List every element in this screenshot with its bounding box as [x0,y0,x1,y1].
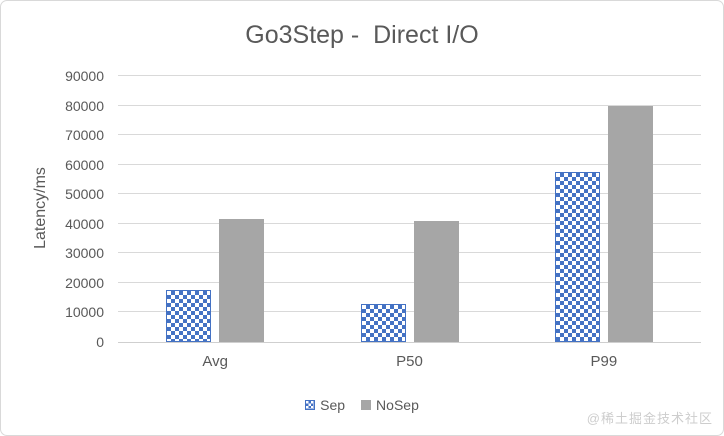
legend-item-nosep: NoSep [361,397,419,413]
y-tick-label: 60000 [65,156,104,173]
x-tick-label: P99 [590,353,618,370]
x-axis-labels: Avg P50 P99 [118,353,701,373]
gridline [118,311,701,313]
bar-nosep-avg [219,219,265,342]
y-tick-label: 50000 [65,186,104,203]
legend-label-sep: Sep [320,397,346,413]
y-tick-label: 70000 [65,127,104,144]
gridline [118,222,701,224]
legend-item-sep: Sep [305,397,345,413]
bar-nosep-p50 [413,220,459,342]
y-tick-label: 0 [96,334,104,350]
legend-marker-nosep [361,400,372,410]
y-tick-label: 20000 [65,274,104,291]
plot-area [118,75,701,343]
legend: Sep NoSep [1,397,723,413]
gridline [118,281,701,283]
gridline [118,252,701,254]
y-axis-ticks: 0 10000 20000 30000 40000 50000 60000 70000 8000… [1,68,104,350]
y-tick-label: 10000 [65,304,104,321]
bar-sep-avg [166,290,212,342]
legend-label-nosep: NoSep [376,397,419,413]
bar-nosep-p99 [607,105,653,342]
gridline [118,75,701,76]
y-tick-label: 80000 [65,97,104,114]
x-tick-label: P50 [396,353,423,370]
y-tick-label: 40000 [65,215,104,232]
gridline [118,104,701,106]
bar-sep-p50 [360,303,406,342]
gridline [118,163,701,165]
chart-title: Go3Step - Direct I/O [245,21,479,49]
y-tick-label: 90000 [65,68,104,84]
legend-marker-sep [305,400,316,410]
y-tick-label: 30000 [65,245,104,262]
gridline [118,193,701,195]
watermark: @稀土掘金技术社区 [586,411,713,426]
x-tick-label: Avg [202,353,228,370]
bar-sep-p99 [554,172,600,342]
gridline [118,134,701,136]
